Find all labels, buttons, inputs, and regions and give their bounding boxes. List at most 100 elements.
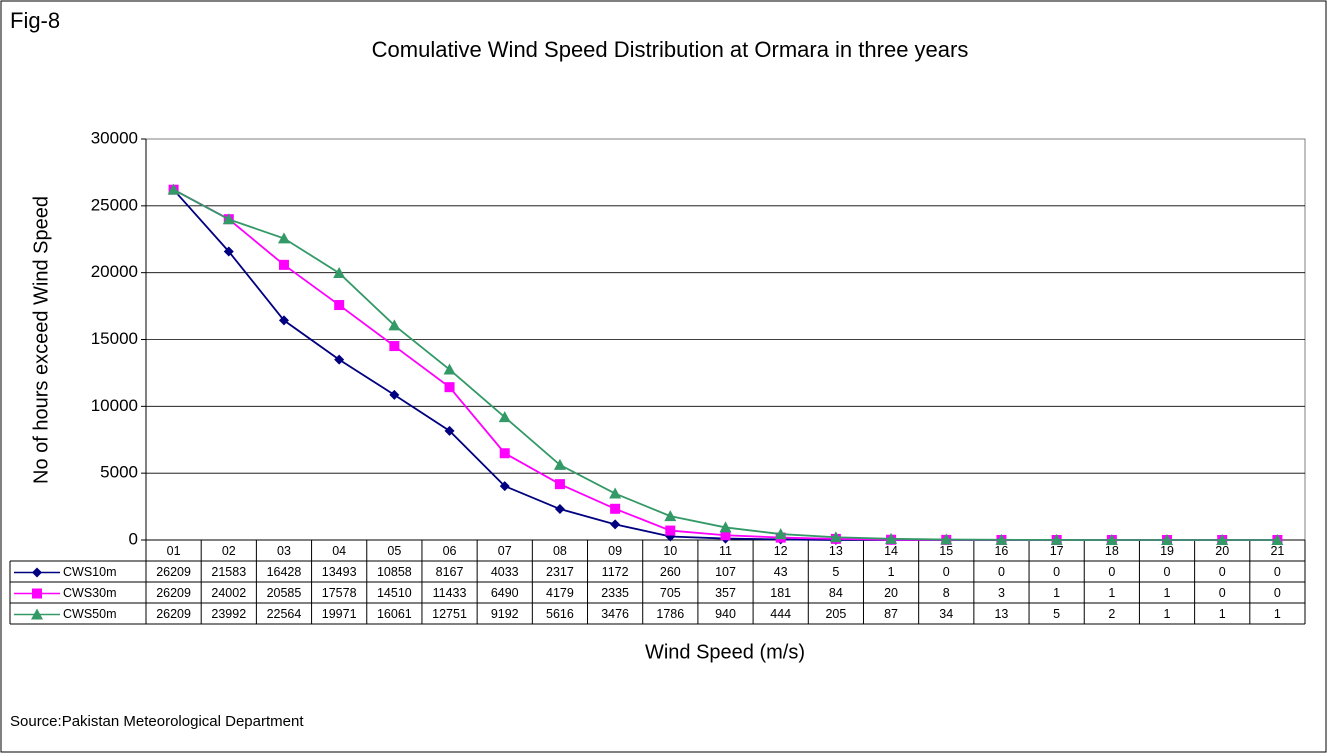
table-value: 3476 xyxy=(601,607,629,621)
marker xyxy=(610,503,621,514)
marker xyxy=(995,533,1008,545)
marker xyxy=(388,319,401,331)
table-value: 19971 xyxy=(322,607,357,621)
marker xyxy=(499,448,510,459)
table-value: 1 xyxy=(1219,607,1226,621)
x-tick-label: 02 xyxy=(222,544,236,558)
table-value: 34 xyxy=(939,607,953,621)
table-value: 2317 xyxy=(546,565,574,579)
marker xyxy=(1271,533,1284,545)
marker xyxy=(1050,533,1063,545)
marker xyxy=(829,531,842,543)
table-value: 3 xyxy=(998,586,1005,600)
table-value: 1 xyxy=(1164,607,1171,621)
table-value: 2335 xyxy=(601,586,629,600)
table-value: 14510 xyxy=(377,586,412,600)
marker xyxy=(720,530,731,541)
table-value: 26209 xyxy=(156,565,191,579)
marker xyxy=(1105,533,1118,545)
table-value: 2 xyxy=(1108,607,1115,621)
table-value: 260 xyxy=(660,565,681,579)
table-value: 940 xyxy=(715,607,736,621)
marker xyxy=(940,533,953,545)
table-value: 11433 xyxy=(433,586,467,600)
marker xyxy=(1216,533,1229,545)
marker xyxy=(389,389,400,400)
marker xyxy=(334,354,345,365)
y-tick-label: 30000 xyxy=(91,128,138,147)
x-tick-label: 06 xyxy=(443,544,457,558)
x-axis-title: Wind Speed (m/s) xyxy=(645,641,805,663)
marker xyxy=(1161,533,1174,545)
x-tick-label: 19 xyxy=(1160,544,1174,558)
y-tick-label: 0 xyxy=(129,529,138,548)
table-value: 4033 xyxy=(491,565,519,579)
table-value: 1786 xyxy=(656,607,684,621)
table-value: 26209 xyxy=(156,586,191,600)
x-tick-label: 10 xyxy=(663,544,677,558)
y-tick-label: 25000 xyxy=(91,195,138,214)
x-tick-label: 20 xyxy=(1215,544,1229,558)
y-tick-label: 20000 xyxy=(91,262,138,281)
x-tick-label: 21 xyxy=(1270,544,1284,558)
table-value: 0 xyxy=(1219,586,1226,600)
marker xyxy=(610,519,621,530)
table-value: 13 xyxy=(994,607,1008,621)
figure-label: Fig-8 xyxy=(10,8,60,33)
legend-label: CWS10m xyxy=(63,565,116,579)
marker xyxy=(222,213,235,225)
table-value: 0 xyxy=(1274,586,1281,600)
table-value: 107 xyxy=(715,565,736,579)
table-value: 6490 xyxy=(491,586,519,600)
marker xyxy=(499,481,510,492)
x-tick-label: 11 xyxy=(719,544,732,558)
table-value: 23992 xyxy=(211,607,246,621)
table-value: 0 xyxy=(1053,565,1060,579)
marker xyxy=(444,425,455,436)
marker xyxy=(334,300,345,311)
marker xyxy=(223,246,234,257)
legend-label: CWS30m xyxy=(63,586,116,600)
marker xyxy=(665,525,676,536)
legend-marker xyxy=(32,567,42,578)
table-value: 26209 xyxy=(156,607,191,621)
table-value: 22564 xyxy=(267,607,302,621)
table-value: 705 xyxy=(660,586,681,600)
table-value: 181 xyxy=(770,586,791,600)
marker xyxy=(443,363,456,375)
x-tick-label: 01 xyxy=(167,544,181,558)
table-value: 0 xyxy=(1219,565,1226,579)
x-tick-label: 12 xyxy=(774,544,788,558)
table-value: 17578 xyxy=(322,586,357,600)
table-value: 13493 xyxy=(322,565,357,579)
table-value: 5 xyxy=(1053,607,1060,621)
table-value: 84 xyxy=(829,586,843,600)
table-value: 1 xyxy=(888,565,895,579)
table-value: 5 xyxy=(832,565,839,579)
table-value: 21583 xyxy=(211,565,246,579)
marker xyxy=(498,411,511,423)
table-value: 20585 xyxy=(267,586,302,600)
chart-title: Comulative Wind Speed Distribution at Or… xyxy=(372,37,969,62)
table-value: 5616 xyxy=(546,607,574,621)
table-value: 87 xyxy=(884,607,898,621)
x-tick-label: 16 xyxy=(994,544,1008,558)
table-value: 16428 xyxy=(267,565,302,579)
table-value: 0 xyxy=(1108,565,1115,579)
table-value: 20 xyxy=(884,586,898,600)
marker xyxy=(554,504,565,515)
marker xyxy=(389,341,400,352)
table-value: 12751 xyxy=(432,607,467,621)
legend-marker xyxy=(31,608,43,620)
table-value: 0 xyxy=(998,565,1005,579)
table-value: 10858 xyxy=(377,565,412,579)
x-tick-label: 13 xyxy=(829,544,843,558)
table-value: 4179 xyxy=(546,586,574,600)
x-tick-label: 04 xyxy=(332,544,346,558)
x-tick-label: 05 xyxy=(387,544,401,558)
table-value: 9192 xyxy=(491,607,519,621)
marker xyxy=(719,521,732,533)
table-value: 16061 xyxy=(377,607,412,621)
